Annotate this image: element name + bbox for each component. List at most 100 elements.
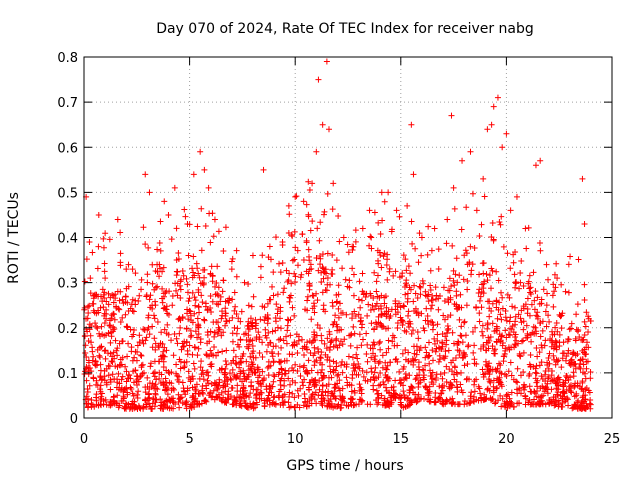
data-point (489, 320, 496, 327)
data-point (303, 201, 310, 208)
data-point (579, 404, 586, 411)
data-point (313, 148, 320, 155)
data-point (339, 341, 346, 348)
data-point (428, 247, 435, 254)
data-point (313, 332, 320, 339)
data-point (354, 355, 361, 362)
data-point (189, 265, 196, 272)
data-point (103, 381, 110, 388)
data-point (88, 339, 95, 346)
data-point (308, 393, 315, 400)
data-point (218, 389, 225, 396)
data-point (299, 231, 306, 238)
data-point (499, 395, 506, 402)
data-point (125, 340, 132, 347)
data-point (110, 311, 117, 318)
data-point (513, 279, 520, 286)
data-point (579, 175, 586, 182)
data-point (479, 332, 486, 339)
data-point (585, 329, 592, 336)
data-point (333, 360, 340, 367)
data-point (468, 389, 475, 396)
data-point (518, 338, 525, 345)
data-point (332, 367, 339, 374)
data-point (511, 271, 518, 278)
data-point (450, 371, 457, 378)
data-point (208, 394, 215, 401)
data-point (296, 363, 303, 370)
data-point (125, 261, 132, 268)
data-point (195, 345, 202, 352)
data-point (456, 304, 463, 311)
data-point (540, 385, 547, 392)
data-point (318, 337, 325, 344)
data-point (510, 376, 517, 383)
data-point (453, 255, 460, 262)
data-point (185, 252, 192, 259)
data-point (180, 272, 187, 279)
data-point (177, 278, 184, 285)
data-point (243, 392, 250, 399)
data-point (378, 189, 385, 196)
data-point (226, 297, 233, 304)
data-point (110, 393, 117, 400)
data-point (471, 378, 478, 385)
data-point (376, 358, 383, 365)
data-point (408, 384, 415, 391)
data-point (305, 270, 312, 277)
data-point (449, 329, 456, 336)
data-point (181, 206, 188, 213)
data-point (460, 276, 467, 283)
data-point (531, 396, 538, 403)
data-point (173, 225, 180, 232)
data-point (537, 333, 544, 340)
data-point (155, 344, 162, 351)
data-point (374, 391, 381, 398)
data-point (130, 331, 137, 338)
data-point (581, 281, 588, 288)
data-point (271, 373, 278, 380)
data-point (117, 262, 124, 269)
data-point (444, 313, 451, 320)
data-point (436, 352, 443, 359)
data-point (448, 368, 455, 375)
data-point (306, 397, 313, 404)
data-point (524, 334, 531, 341)
data-point (135, 388, 142, 395)
data-point (410, 361, 417, 368)
data-point (408, 358, 415, 365)
data-point (301, 351, 308, 358)
data-point (335, 213, 342, 220)
data-point (328, 389, 335, 396)
data-point (187, 327, 194, 334)
data-point (170, 399, 177, 406)
data-point (432, 348, 439, 355)
data-point (490, 237, 497, 244)
data-point (287, 294, 294, 301)
data-point (381, 198, 388, 205)
data-point (340, 234, 347, 241)
data-point (306, 386, 313, 393)
data-point (146, 400, 153, 407)
data-point (416, 347, 423, 354)
data-point (181, 363, 188, 370)
data-point (517, 372, 524, 379)
data-point (530, 269, 537, 276)
data-point (152, 391, 159, 398)
data-point (142, 396, 149, 403)
data-point (553, 346, 560, 353)
data-point (105, 290, 112, 297)
data-point (412, 290, 419, 297)
data-point (537, 247, 544, 254)
data-point (542, 337, 549, 344)
data-point (463, 376, 470, 383)
data-point (147, 292, 154, 299)
data-point (318, 279, 325, 286)
data-point (533, 312, 540, 319)
data-point (281, 285, 288, 292)
data-point (215, 349, 222, 356)
data-point (498, 381, 505, 388)
data-point (464, 360, 471, 367)
data-point (252, 404, 259, 411)
data-point (459, 157, 466, 164)
